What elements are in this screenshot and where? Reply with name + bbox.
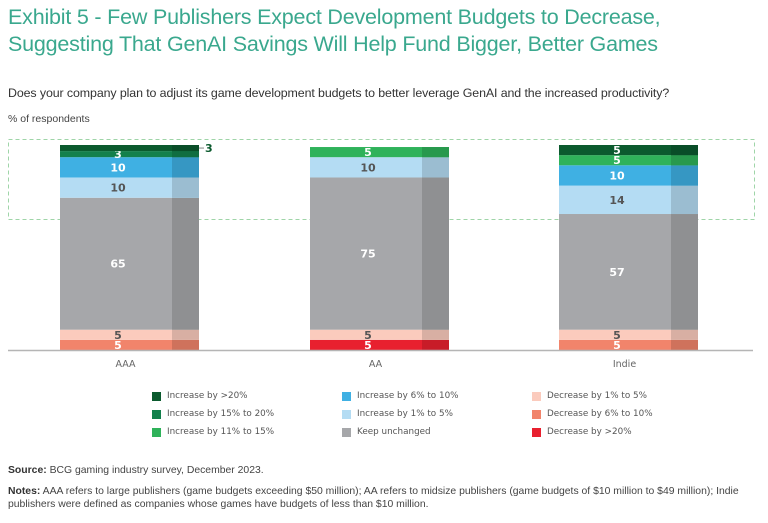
bar-segment-aaa-decrease-by-6-to-10: [60, 339, 199, 350]
bar-shade-indie-increase-by-1-to-5: [671, 185, 698, 215]
notes: Notes: AAA refers to large publishers (g…: [8, 486, 758, 511]
data-label-indie-keep-unchanged: 57: [609, 266, 624, 279]
data-label-indie-decrease-by-1-to-5: 5: [613, 329, 621, 342]
source-note: Source: BCG gaming industry survey, Dece…: [8, 465, 264, 476]
legend-swatch-keep-unchanged: [342, 427, 351, 437]
x-tick-label-aaa: AAA: [115, 359, 136, 370]
legend-swatch-increase-by-15-to-20: [152, 409, 161, 419]
bar-shade-aaa-keep-unchanged: [172, 197, 199, 330]
bar-segment-aa-increase-by-11-to-15: [310, 147, 449, 158]
bar-segment-aaa-decrease-by-1-to-5: [60, 329, 199, 340]
legend-label-decrease-by-6-to-10: Decrease by 6% to 10%: [547, 409, 653, 419]
legend-swatch-decrease-by-6-to-10: [532, 409, 541, 419]
bar-shade-aa-increase-by-1-to-5: [422, 157, 449, 178]
x-tick-label-aa: AA: [369, 359, 383, 370]
legend-swatch-increase-by-11-to-15: [152, 427, 161, 437]
bar-shade-aaa-increase-by-15-to-20: [172, 151, 199, 158]
bar-segment-indie-decrease-by-1-to-5: [559, 329, 698, 340]
data-label-aa-keep-unchanged: 75: [360, 248, 375, 261]
legend-item-decrease-by-1-to-5: Decrease by 1% to 5%: [532, 391, 647, 401]
chart-title-line-2: Suggesting That GenAI Savings Will Help …: [8, 32, 658, 56]
legend-swatch-decrease-by-1-to-5: [532, 391, 541, 401]
legend-item-increase-by-6-to-10: Increase by 6% to 10%: [342, 391, 459, 401]
legend-item-increase-by-11-to-15: Increase by 11% to 15%: [152, 427, 274, 437]
bar-segment-indie-increase-by-6-to-10: [559, 165, 698, 186]
bar-shade-indie-keep-unchanged: [671, 214, 698, 330]
source-text: BCG gaming industry survey, December 202…: [46, 465, 264, 476]
bar-shade-indie-increase-by-20: [671, 145, 698, 156]
bar-shade-indie-decrease-by-6-to-10: [671, 339, 698, 350]
notes-text: AAA refers to large publishers (game bud…: [8, 486, 739, 510]
bar-shade-aa-keep-unchanged: [422, 177, 449, 330]
data-label-indie-increase-by-1-to-5: 14: [609, 194, 625, 207]
data-label-indie-decrease-by-6-to-10: 5: [613, 339, 621, 352]
bar-shade-aaa-increase-by-1-to-5: [172, 177, 199, 198]
bar-shade-aa-decrease-by-20: [422, 339, 449, 350]
legend-item-increase-by-15-to-20: Increase by 15% to 20%: [152, 409, 274, 419]
data-label-aa-decrease-by-1-to-5: 5: [364, 329, 372, 342]
legend-label-decrease-by-20: Decrease by >20%: [547, 427, 632, 437]
bar-shade-aaa-decrease-by-1-to-5: [172, 329, 199, 340]
legend-swatch-increase-by-20: [152, 391, 161, 401]
legend-item-decrease-by-6-to-10: Decrease by 6% to 10%: [532, 409, 653, 419]
chart-title-line-1: Exhibit 5 - Few Publishers Expect Develo…: [8, 5, 661, 29]
x-tick-labels: AAA AA Indie: [115, 359, 636, 370]
data-label-aaa-decrease-by-6-to-10: 5: [114, 339, 122, 352]
data-label-indie-increase-by-11-to-15: 5: [613, 154, 621, 167]
notes-label: Notes:: [8, 486, 41, 497]
data-label-aa-decrease-by-20: 5: [364, 339, 372, 352]
bar-segment-aaa-increase-by-20: [60, 145, 199, 152]
data-label-aa-increase-by-1-to-5: 10: [360, 161, 376, 174]
data-label-aaa-increase-by-1-to-5: 10: [110, 182, 126, 195]
data-label-aaa-decrease-by-1-to-5: 5: [114, 329, 122, 342]
bar-shade-aaa-decrease-by-6-to-10: [172, 339, 199, 350]
data-label-aaa-increase-by-6-to-10: 10: [110, 161, 126, 174]
legend-item-decrease-by-20: Decrease by >20%: [532, 427, 632, 437]
bar-shade-indie-increase-by-11-to-15: [671, 155, 698, 166]
data-label-aaa-increase-by-20: 3: [205, 142, 213, 155]
legend-label-keep-unchanged: Keep unchanged: [357, 427, 431, 437]
bar-segment-aaa-increase-by-6-to-10: [60, 157, 199, 178]
legend-swatch-decrease-by-20: [532, 427, 541, 437]
legend-label-increase-by-20: Increase by >20%: [167, 391, 248, 401]
bar-shade-aaa-increase-by-20: [172, 145, 199, 152]
source-label: Source:: [8, 465, 47, 476]
data-label-aaa-increase-by-15-to-20: 3: [114, 148, 122, 161]
bar-shade-indie-decrease-by-1-to-5: [671, 329, 698, 340]
legend-label-increase-by-15-to-20: Increase by 15% to 20%: [167, 409, 275, 419]
bar-shade-aa-decrease-by-1-to-5: [422, 329, 449, 340]
legend-label-increase-by-1-to-5: Increase by 1% to 5%: [357, 409, 453, 419]
bar-segment-aa-decrease-by-20: [310, 339, 449, 350]
bar-segment-indie-increase-by-20: [559, 145, 698, 156]
bar-segment-aaa-increase-by-15-to-20: [60, 151, 199, 158]
data-label-aaa-keep-unchanged: 65: [110, 258, 125, 271]
legend-swatch-increase-by-6-to-10: [342, 391, 351, 401]
legend-label-increase-by-6-to-10: Increase by 6% to 10%: [357, 391, 459, 401]
bar-shade-aaa-increase-by-6-to-10: [172, 157, 199, 178]
bar-segment-aaa-increase-by-1-to-5: [60, 177, 199, 198]
chart-title: Exhibit 5 - Few Publishers Expect Develo…: [8, 4, 763, 58]
bar-segment-indie-decrease-by-6-to-10: [559, 339, 698, 350]
bar-segment-aa-decrease-by-1-to-5: [310, 329, 449, 340]
legend-item-keep-unchanged: Keep unchanged: [342, 427, 431, 437]
legend-label-decrease-by-1-to-5: Decrease by 1% to 5%: [547, 391, 647, 401]
legend-swatch-increase-by-1-to-5: [342, 409, 351, 419]
legend-item-increase-by-20: Increase by >20%: [152, 391, 248, 401]
survey-question: Does your company plan to adjust its gam…: [8, 86, 670, 100]
legend-item-increase-by-1-to-5: Increase by 1% to 5%: [342, 409, 453, 419]
unit-label: % of respondents: [8, 113, 90, 125]
bar-segment-indie-increase-by-11-to-15: [559, 155, 698, 166]
bar-shade-aa-increase-by-11-to-15: [422, 147, 449, 158]
data-label-indie-increase-by-20: 5: [613, 144, 621, 157]
x-tick-label-indie: Indie: [613, 359, 636, 370]
bar-segment-aa-increase-by-1-to-5: [310, 157, 449, 178]
data-label-indie-increase-by-6-to-10: 10: [609, 169, 625, 182]
legend-label-increase-by-11-to-15: Increase by 11% to 15%: [167, 427, 275, 437]
bar-shade-indie-increase-by-6-to-10: [671, 165, 698, 186]
data-label-aa-increase-by-11-to-15: 5: [364, 146, 372, 159]
